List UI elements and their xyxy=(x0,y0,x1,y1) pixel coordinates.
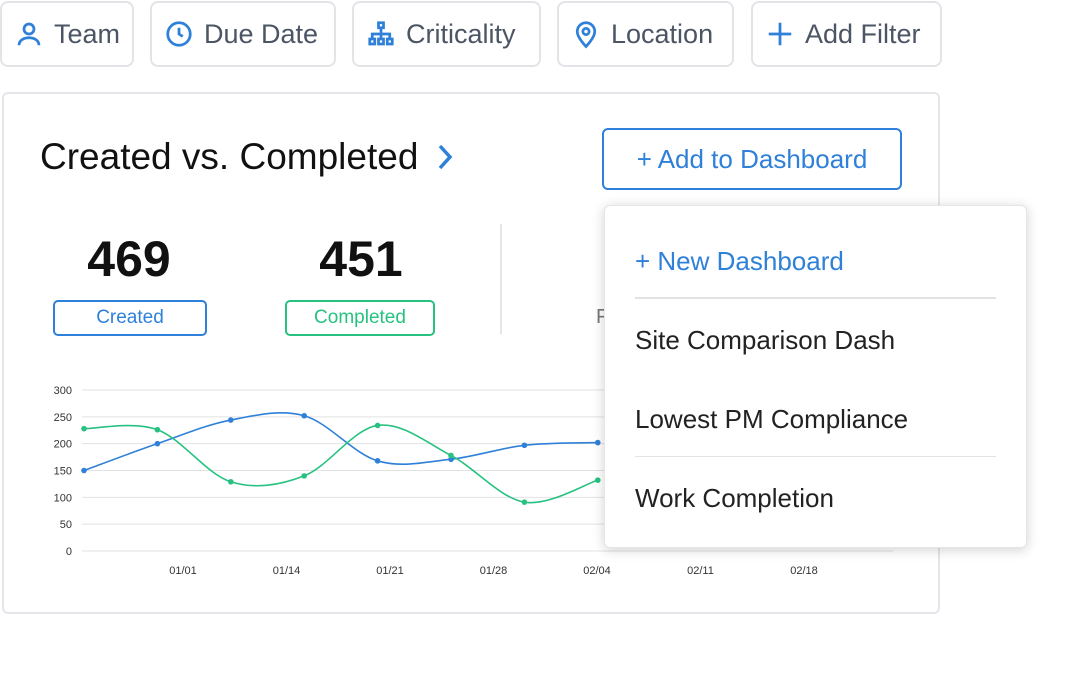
y-tick-label: 50 xyxy=(60,519,72,531)
completed-count: 451 xyxy=(319,231,403,287)
dashboard-dropdown: + New Dashboard Site Comparison Dash Low… xyxy=(604,205,1027,548)
map-pin-icon xyxy=(575,21,597,49)
menu-item-new-dashboard[interactable]: + New Dashboard xyxy=(635,246,844,276)
y-tick-label: 300 xyxy=(54,385,72,397)
menu-separator xyxy=(635,297,996,299)
data-point-created xyxy=(521,442,528,449)
menu-item-work-completion[interactable]: Work Completion xyxy=(635,483,834,513)
x-tick-label: 02/11 xyxy=(687,565,714,577)
menu-item-lowest-pm[interactable]: Lowest PM Compliance xyxy=(635,404,909,434)
data-point-completed xyxy=(521,499,528,505)
data-point-created xyxy=(81,467,87,474)
data-point-completed xyxy=(448,452,454,459)
x-tick-label: 01/14 xyxy=(273,565,301,577)
data-point-completed xyxy=(81,425,87,432)
x-tick-label: 02/04 xyxy=(583,565,611,577)
y-tick-label: 100 xyxy=(54,492,72,504)
x-tick-label: 02/18 xyxy=(790,565,818,577)
data-point-completed xyxy=(595,477,601,483)
y-tick-label: 250 xyxy=(54,412,72,424)
filter-label: Due Date xyxy=(204,18,319,49)
card-title-text: Created vs. Completed xyxy=(40,136,419,177)
hierarchy-icon xyxy=(368,21,394,46)
data-point-created xyxy=(374,458,381,464)
created-badge[interactable]: Created xyxy=(53,300,207,336)
user-icon xyxy=(17,22,41,46)
created-count: 469 xyxy=(87,231,171,287)
menu-separator xyxy=(635,456,996,457)
filter-label: Criticality xyxy=(406,18,516,49)
x-tick-label: 01/28 xyxy=(480,565,508,577)
x-tick-label: 01/01 xyxy=(169,565,197,577)
plus-icon xyxy=(768,22,792,46)
divider xyxy=(500,224,502,334)
completed-badge[interactable]: Completed xyxy=(285,300,435,336)
filter-location[interactable]: Location xyxy=(557,1,734,67)
data-point-created xyxy=(301,412,308,419)
series-line-completed xyxy=(83,424,599,504)
add-filter-button[interactable]: Add Filter xyxy=(751,1,942,67)
data-point-completed xyxy=(374,422,381,429)
filter-criticality[interactable]: Criticality xyxy=(352,1,541,67)
filter-label: Team xyxy=(53,18,120,49)
filter-label: Location xyxy=(611,18,714,49)
data-point-completed xyxy=(228,478,234,485)
add-to-dashboard-button[interactable]: + Add to Dashboard xyxy=(602,128,902,190)
data-point-created xyxy=(228,417,234,423)
filter-label: Add Filter xyxy=(805,18,921,49)
y-tick-label: 0 xyxy=(66,546,72,558)
x-tick-label: 01/21 xyxy=(376,565,404,577)
data-point-created xyxy=(154,440,161,447)
data-point-completed xyxy=(154,426,161,433)
menu-item-site-comparison[interactable]: Site Comparison Dash xyxy=(635,325,896,355)
data-point-completed xyxy=(301,473,308,479)
clock-icon xyxy=(166,21,192,47)
filter-team[interactable]: Team xyxy=(0,1,134,67)
chevron-right-icon xyxy=(439,144,453,170)
series-line-created xyxy=(83,412,598,472)
data-point-created xyxy=(595,439,601,446)
card-title[interactable]: Created vs. Completed xyxy=(40,136,458,178)
filter-due-date[interactable]: Due Date xyxy=(150,1,336,67)
y-tick-label: 150 xyxy=(54,466,72,478)
y-tick-label: 200 xyxy=(54,439,72,451)
